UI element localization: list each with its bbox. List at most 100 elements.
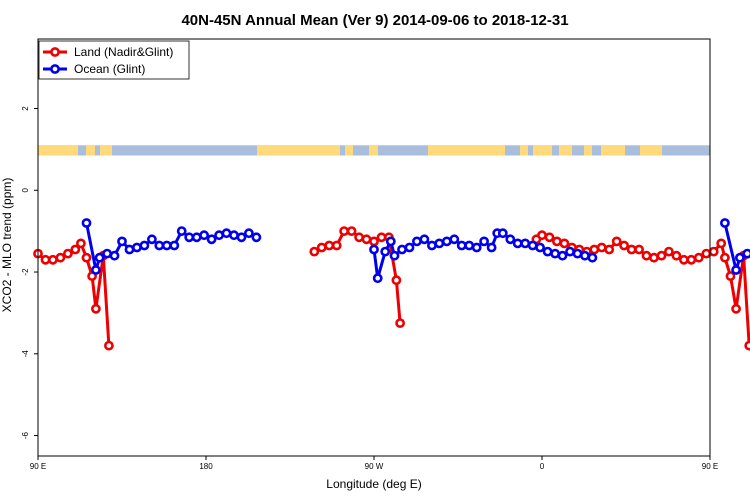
series-1-point-1-11 — [441, 236, 452, 247]
legend-ocean-label: Ocean (Glint) — [74, 62, 145, 76]
series-1-point-1-1 — [372, 273, 383, 284]
legend-land-label: Land (Nadir&Glint) — [74, 45, 173, 59]
land-band-9 — [559, 145, 572, 156]
series-0-point-1-5 — [346, 226, 357, 236]
series-1-point-2-2 — [735, 252, 745, 263]
series-1-point-0-16 — [199, 230, 209, 241]
series-0-point-2-19 — [671, 250, 682, 261]
y-axis-label: XCO2 - MLO trend (ppm) — [0, 178, 14, 313]
series-1-point-1-8 — [419, 234, 430, 245]
series-0-point-2-2 — [544, 232, 555, 243]
series-0-point-1-12 — [395, 318, 405, 328]
series-0-point-2-12 — [619, 240, 629, 251]
series-0-point-2-28 — [731, 303, 741, 314]
series-0-point-1-4 — [339, 226, 349, 236]
series-0-point-2-4 — [559, 238, 570, 249]
series-1-point-1-21 — [512, 238, 523, 249]
legend-land-marker — [50, 47, 60, 57]
series-1-point-0-0 — [81, 218, 92, 228]
series-1-point-0-9 — [146, 234, 157, 245]
land-band-6 — [428, 145, 505, 156]
series-1-point-1-30 — [580, 250, 590, 261]
series-0-point-1-1 — [316, 242, 327, 253]
series-0-point-2-11 — [611, 236, 622, 247]
series-1-point-0-10 — [154, 240, 165, 251]
series-1-point-1-12 — [449, 234, 460, 245]
series-1-point-1-20 — [505, 234, 516, 245]
series-1-point-1-3 — [385, 236, 396, 247]
axes: 90 E 180 90 W 0 90 E 2 0 -2 -4 -6 — [21, 106, 718, 471]
series-1-point-1-13 — [456, 240, 467, 251]
series-1-point-0-4 — [109, 250, 120, 261]
land-band-3 — [257, 145, 340, 156]
series-1-point-1-28 — [565, 246, 575, 257]
series-0-point-2-18 — [664, 246, 674, 257]
series-1-point-0-7 — [131, 242, 142, 253]
y-tick-label-4: -6 — [21, 431, 30, 439]
series-1-point-0-11 — [161, 240, 172, 251]
series-1-point-1-16 — [479, 236, 489, 247]
legend-ocean-marker — [50, 64, 60, 74]
land-band-4 — [345, 145, 353, 156]
land-band-5 — [369, 145, 378, 156]
series-1-point-1-22 — [520, 238, 531, 249]
series-0-point-2-25 — [716, 238, 727, 249]
series-1-point-0-21 — [236, 232, 247, 243]
series-1-point-1-2 — [380, 246, 391, 257]
series-1-point-0-19 — [221, 228, 232, 239]
x-tick-label-1: 180 — [199, 462, 213, 471]
series-1-point-0-6 — [124, 244, 135, 255]
series-1-point-0-20 — [229, 230, 239, 241]
series-0-point-1-0 — [309, 246, 320, 257]
series-0-point-0-9 — [91, 303, 101, 314]
series-1-point-1-24 — [535, 242, 545, 253]
series-1-point-1-23 — [527, 240, 538, 251]
series-layer — [33, 218, 750, 351]
series-0-point-2-15 — [641, 250, 652, 261]
series-1-point-0-5 — [117, 236, 127, 247]
series-1-point-1-7 — [411, 236, 422, 247]
land-band-8 — [533, 145, 552, 156]
y-tick-label-1: 0 — [21, 187, 30, 192]
series-0-point-0-4 — [63, 248, 73, 259]
series-0-point-2-1 — [537, 230, 547, 241]
series-1-point-1-15 — [471, 242, 482, 253]
series-0-point-2-21 — [686, 254, 697, 265]
legend-box — [38, 40, 190, 80]
series-0-point-2-10 — [604, 244, 615, 255]
series-1-point-0-14 — [184, 232, 195, 243]
series-0-point-0-2 — [48, 254, 58, 265]
series-1-point-1-27 — [557, 250, 568, 261]
x-axis-label: Longitude (deg E) — [326, 477, 421, 491]
series-1-point-2-3 — [742, 248, 750, 259]
series-1-point-0-23 — [251, 232, 262, 243]
series-1-point-2-0 — [720, 218, 730, 228]
series-0-point-1-11 — [391, 275, 402, 286]
chart-title: 40N-45N Annual Mean (Ver 9) 2014-09-06 t… — [181, 12, 568, 29]
series-0-point-0-7 — [81, 252, 92, 263]
series-1-point-0-2 — [94, 252, 105, 263]
series-1-point-1-25 — [542, 246, 553, 257]
x-tick-label-4: 90 E — [702, 462, 718, 471]
series-0-point-2-9 — [596, 242, 607, 253]
series-1-point-0-18 — [214, 230, 224, 241]
series-0-point-0-11 — [104, 340, 114, 351]
x-tick-label-0: 90 E — [30, 462, 46, 471]
series-0-point-2-16 — [649, 252, 659, 263]
x-tick-label-2: 90 W — [365, 462, 384, 471]
land-band-10 — [584, 145, 592, 156]
x-tick-label-3: 0 — [540, 462, 545, 471]
series-0-point-1-3 — [331, 240, 342, 251]
series-0-point-2-3 — [552, 236, 562, 247]
series-0-point-2-24 — [708, 246, 719, 257]
series-0-point-2-13 — [626, 244, 637, 255]
series-1-point-1-4 — [389, 250, 400, 261]
legend: Land (Nadir&Glint) Ocean (Glint) — [38, 40, 190, 80]
series-0-point-0-5 — [70, 244, 81, 255]
series-0-point-2-27 — [725, 271, 736, 281]
series-1-point-0-1 — [91, 265, 101, 275]
series-0-point-2-26 — [720, 252, 730, 263]
series-0-point-1-8 — [369, 236, 379, 247]
series-1-point-1-6 — [404, 242, 415, 253]
